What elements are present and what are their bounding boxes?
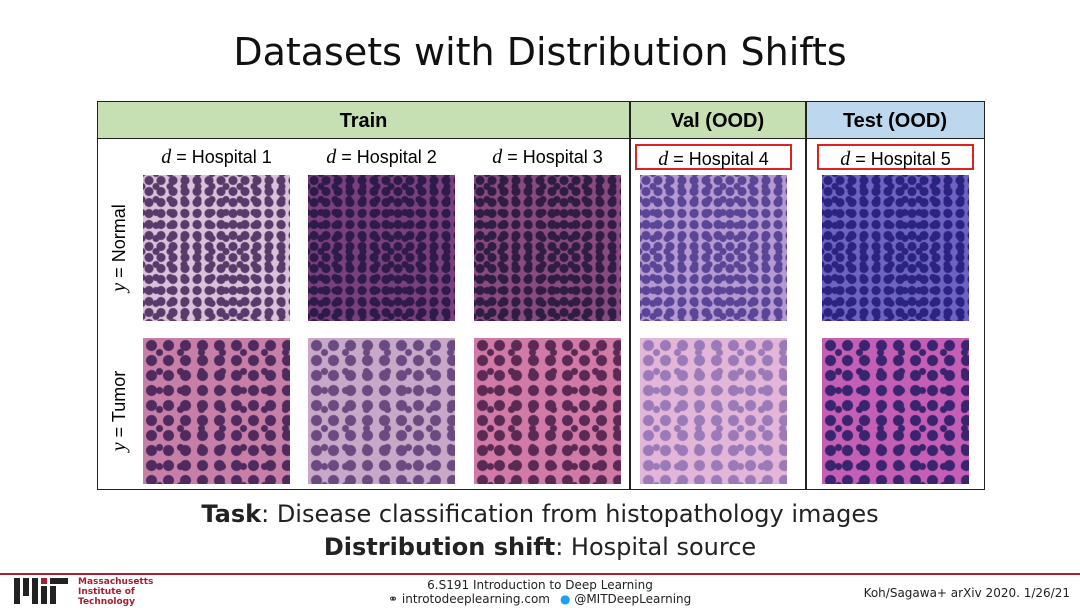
variable: d: [492, 146, 503, 168]
tissue-image: [474, 338, 621, 484]
row-text: = Tumor: [109, 370, 129, 438]
caption-text: : Hospital source: [555, 533, 757, 561]
footer-rule: [0, 573, 1080, 575]
caption: Task: Disease classification from histop…: [0, 500, 1080, 528]
divider: [629, 101, 631, 490]
twitter-text: @MITDeepLearning: [574, 592, 692, 606]
column-text: = Hospital 4: [673, 149, 769, 169]
column-label: d = Hospital 5: [817, 144, 974, 170]
column-label: d = Hospital 2: [303, 144, 460, 170]
row-label: y = Normal: [108, 173, 132, 323]
tissue-image: [474, 175, 621, 321]
course: 6.S191 Introduction to Deep Learning: [427, 578, 653, 592]
column-label: d = Hospital 1: [138, 144, 295, 170]
column-text: = Hospital 2: [341, 147, 437, 167]
caption-label: Task: [201, 500, 262, 528]
variable: d: [840, 148, 851, 170]
tissue-image: [640, 338, 787, 484]
variable: y: [108, 442, 130, 452]
column-text: = Hospital 1: [176, 147, 272, 167]
caption-text: : Disease classification from histopatho…: [261, 500, 879, 528]
institution-line: Technology: [78, 597, 135, 607]
tissue-image: [822, 338, 969, 484]
caption-label: Distribution shift: [323, 533, 556, 561]
tissue-image: [822, 175, 969, 321]
title: Datasets with Distribution Shifts: [233, 30, 847, 74]
group-header: Train: [97, 101, 630, 139]
variable: d: [658, 148, 669, 170]
variable: d: [326, 146, 337, 168]
tissue-image: [640, 175, 787, 321]
mit-logo: [14, 578, 68, 604]
twitter[interactable]: ● @MITDeepLearning: [560, 592, 692, 606]
caption: Distribution shift: Hospital source: [0, 533, 1080, 561]
website-text: introtodeeplearning.com: [401, 592, 550, 606]
institution: Massachusetts Institute of Technology: [78, 577, 153, 607]
variable: y: [108, 282, 130, 292]
column-text: = Hospital 5: [855, 149, 951, 169]
institution-line: Massachusetts: [78, 577, 154, 587]
tissue-image: [308, 175, 455, 321]
divider: [805, 101, 807, 490]
column-text: = Hospital 3: [507, 147, 603, 167]
tissue-image: [308, 338, 455, 484]
website[interactable]: ⚭ introtodeeplearning.com: [388, 592, 550, 606]
column-label: d = Hospital 4: [635, 144, 792, 170]
row-text: = Normal: [109, 204, 129, 278]
group-header: Val (OOD): [629, 101, 806, 139]
column-label: d = Hospital 3: [469, 144, 626, 170]
citation: Koh/Sagawa+ arXiv 2020. 1/26/21: [863, 586, 1070, 600]
tissue-image: [143, 175, 290, 321]
group-header: Test (OOD): [805, 101, 985, 139]
institution-line: Institute of: [78, 587, 135, 597]
variable: d: [161, 146, 172, 168]
tissue-image: [143, 338, 290, 484]
row-label: y = Tumor: [108, 336, 132, 486]
